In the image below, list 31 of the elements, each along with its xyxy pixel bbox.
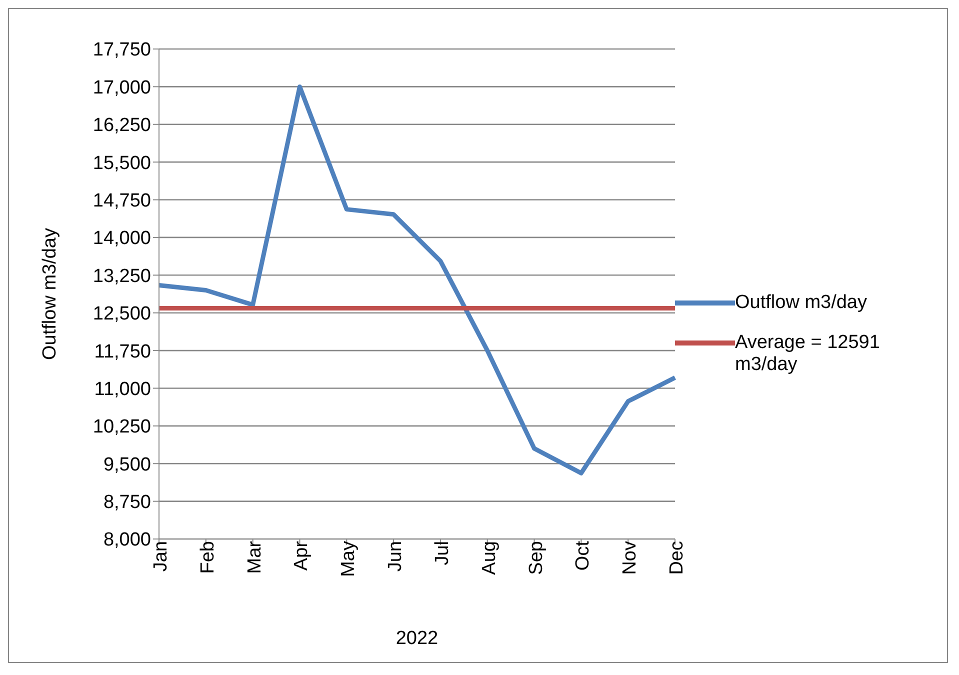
- y-tick-label: 8,750: [103, 492, 151, 514]
- x-tick-label: Jul: [432, 541, 453, 566]
- y-tick-label: 14,000: [92, 228, 151, 250]
- x-tick-label: Feb: [197, 541, 218, 574]
- x-tick-label: Oct: [572, 540, 594, 571]
- x-tick-label: Jan: [150, 541, 172, 572]
- x-tick-label: Aug: [478, 541, 500, 575]
- x-axis-title: 2022: [396, 628, 438, 649]
- y-axis-title: Outflow m3/day: [40, 228, 61, 360]
- x-tick-label: Jun: [385, 541, 406, 572]
- y-tick-label: 17,000: [92, 77, 151, 98]
- y-tick-label: 16,250: [92, 115, 151, 136]
- y-tick-label: 14,750: [92, 190, 151, 212]
- x-tick-label: Sep: [526, 541, 547, 575]
- y-tick-label: 9,500: [103, 454, 151, 476]
- y-tick-label: 12,500: [92, 304, 151, 325]
- legend-label: Outflow m3/day: [735, 292, 868, 314]
- y-tick-label: 15,500: [92, 152, 151, 174]
- x-tick-label: Apr: [291, 540, 312, 571]
- y-tick-label: 10,250: [92, 416, 151, 438]
- x-tick-label: Mar: [244, 540, 266, 574]
- y-tick-label: 17,750: [92, 40, 151, 61]
- x-tick-label: Nov: [620, 540, 641, 575]
- y-tick-label: 13,250: [92, 266, 151, 287]
- y-tick-label: 11,750: [94, 341, 151, 362]
- y-tick-label: 8,000: [103, 530, 151, 551]
- y-tick-label: 11,000: [94, 378, 151, 400]
- legend-label: Average = 12591 m3/day: [735, 332, 881, 376]
- x-tick-label: May: [338, 540, 360, 577]
- x-tick-label: Dec: [666, 541, 688, 575]
- line-series: [156, 84, 678, 476]
